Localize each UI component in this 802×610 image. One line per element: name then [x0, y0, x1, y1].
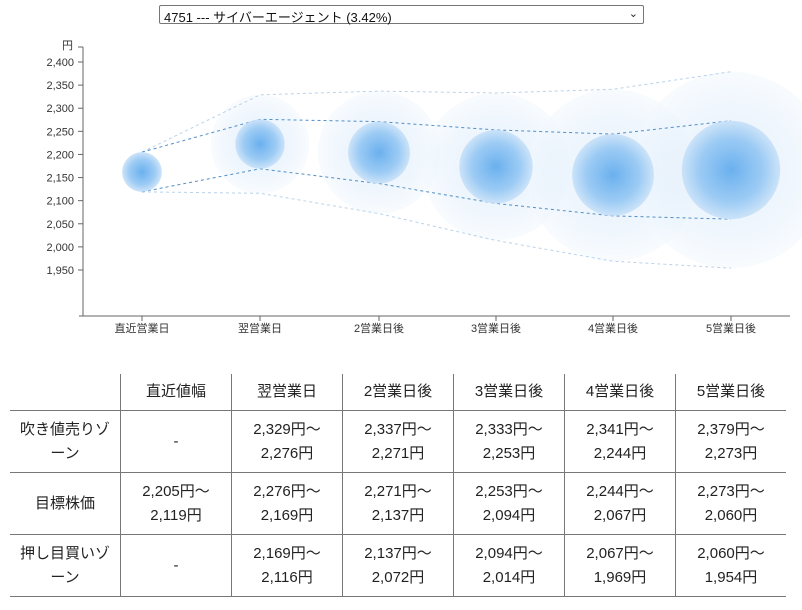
- cell-line: 2,169円〜: [253, 544, 321, 562]
- table-cell: -: [120, 534, 232, 597]
- cell-line: 2,273円: [704, 444, 758, 462]
- table-cell: 2,333円〜 2,253円: [453, 410, 565, 473]
- table-header-row: 直近値幅 翌営業日 2営業日後 3営業日後 4営業日後 5営業日後: [10, 374, 786, 411]
- x-tick-label: 翌営業日: [238, 321, 282, 335]
- cell-line: 2,094円〜: [475, 544, 543, 562]
- header-day4: 4営業日後: [564, 374, 676, 411]
- table-cell: 2,273円〜 2,060円: [675, 472, 786, 535]
- table-cell: 2,341円〜 2,244円: [564, 410, 676, 473]
- target-bubble-5: [681, 120, 781, 220]
- row-label: 吹き値売りゾーン: [10, 410, 121, 473]
- table-cell: 2,253円〜 2,094円: [453, 472, 565, 535]
- table-cell: 2,329円〜 2,276円: [231, 410, 343, 473]
- cell-line: 2,137円〜: [364, 544, 432, 562]
- y-tick-label: 2,200: [46, 149, 74, 161]
- cell-line: 2,060円: [704, 506, 758, 524]
- cell-line: 2,067円〜: [586, 544, 654, 562]
- x-tick-label: 直近営業日: [115, 321, 170, 335]
- cell-line: 2,333円〜: [475, 420, 543, 438]
- y-tick-label: 2,150: [46, 173, 74, 185]
- cell-line: 2,116円: [261, 568, 313, 586]
- zone-high-line: [141, 71, 732, 153]
- cell-line: 1,954円: [704, 568, 758, 586]
- cell-line: 2,379円〜: [697, 420, 765, 438]
- table-cell: 2,060円〜 1,954円: [675, 534, 786, 597]
- target-bubble-3: [459, 129, 533, 204]
- price-forecast-chart: 円 1,950 2,000 2,050 2,100 2,150 2,200 2,250 2,30…: [46, 40, 802, 335]
- table-cell: 2,276円〜 2,169円: [231, 472, 343, 535]
- target-bubble-2: [348, 121, 410, 184]
- y-tick-label: 2,400: [46, 57, 74, 69]
- cell-line: 2,244円〜: [586, 482, 654, 500]
- y-tick-label: 2,250: [46, 126, 74, 138]
- x-tick-label: 3営業日後: [471, 321, 521, 335]
- zone-low-line: [141, 191, 732, 269]
- table-cell: 2,205円〜 2,119円: [120, 472, 232, 535]
- cell-line: 2,060円〜: [697, 544, 765, 562]
- y-tick-label: 2,050: [46, 219, 74, 231]
- table-row: 目標株価 2,205円〜 2,119円 2,276円〜 2,169円 2,271円〜 2,1…: [10, 472, 786, 535]
- cell-line: 2,072円: [371, 568, 425, 586]
- y-tick-label: 1,950: [46, 265, 74, 277]
- table-cell: 2,094円〜 2,014円: [453, 534, 565, 597]
- header-day3: 3営業日後: [453, 374, 565, 411]
- cell-line: 1,969円: [593, 568, 647, 586]
- table-cell: 2,137円〜 2,072円: [342, 534, 454, 597]
- table-cell: 2,271円〜 2,137円: [342, 472, 454, 535]
- cell-line: 2,244円: [593, 444, 647, 462]
- cell-line: -: [173, 556, 179, 574]
- cell-line: 2,276円〜: [253, 482, 321, 500]
- table-cell: 2,379円〜 2,273円: [675, 410, 786, 473]
- header-day1: 翌営業日: [231, 374, 343, 411]
- x-tick-label: 4営業日後: [588, 321, 638, 335]
- table-cell: -: [120, 410, 232, 473]
- row-label: 押し目買いゾーン: [10, 534, 121, 597]
- cell-line: 2,119円: [150, 506, 202, 524]
- stock-select[interactable]: 4751 --- サイバーエージェント (3.42%) ⌄: [159, 5, 644, 25]
- cell-line: 2,169円: [260, 506, 314, 524]
- cell-line: 2,205円〜: [142, 482, 210, 500]
- table-cell: 2,337円〜 2,271円: [342, 410, 454, 473]
- table-cell: 2,067円〜 1,969円: [564, 534, 676, 597]
- cell-line: 2,137円: [371, 506, 425, 524]
- header-day2: 2営業日後: [342, 374, 454, 411]
- cell-line: 2,271円: [371, 444, 425, 462]
- x-tick-label: 5営業日後: [706, 321, 756, 335]
- cell-line: -: [173, 432, 179, 450]
- x-tick-label: 2営業日後: [354, 321, 404, 335]
- table-cell: 2,169円〜 2,116円: [231, 534, 343, 597]
- cell-line: 2,014円: [482, 568, 536, 586]
- stock-select-value: 4751 --- サイバーエージェント (3.42%): [164, 10, 392, 25]
- cell-line: 2,273円〜: [697, 482, 765, 500]
- header-latest: 直近値幅: [120, 374, 232, 411]
- row-label: 目標株価: [10, 472, 121, 535]
- header-day5: 5営業日後: [675, 374, 786, 411]
- target-bubble-0: [122, 152, 162, 192]
- cell-line: 2,337円〜: [364, 420, 432, 438]
- y-axis-unit: 円: [62, 40, 73, 52]
- y-tick-label: 2,350: [46, 80, 74, 92]
- target-high-line: [141, 118, 732, 153]
- cell-line: 2,253円: [482, 444, 536, 462]
- target-bubble-4: [572, 134, 654, 216]
- y-tick-label: 2,100: [46, 196, 74, 208]
- cell-line: 2,329円〜: [253, 420, 321, 438]
- y-tick-label: 2,000: [46, 242, 74, 254]
- table-row: 押し目買いゾーン - 2,169円〜 2,116円 2,137円〜 2,072円 2,094…: [10, 534, 786, 597]
- target-bubble-1: [235, 119, 285, 169]
- forecast-table: 直近値幅 翌営業日 2営業日後 3営業日後 4営業日後 5営業日後 吹き値売りゾ…: [10, 374, 786, 597]
- cell-line: 2,094円: [482, 506, 536, 524]
- y-tick-label: 2,300: [46, 103, 74, 115]
- cell-line: 2,067円: [593, 506, 647, 524]
- cell-line: 2,341円〜: [586, 420, 654, 438]
- header-blank: [10, 374, 121, 411]
- cell-line: 2,271円〜: [364, 482, 432, 500]
- table-cell: 2,244円〜 2,067円: [564, 472, 676, 535]
- cell-line: 2,253円〜: [475, 482, 543, 500]
- chevron-down-icon: ⌄: [628, 8, 638, 20]
- table-row: 吹き値売りゾーン - 2,329円〜 2,276円 2,337円〜 2,271円 2,333…: [10, 410, 786, 473]
- cell-line: 2,276円: [260, 444, 314, 462]
